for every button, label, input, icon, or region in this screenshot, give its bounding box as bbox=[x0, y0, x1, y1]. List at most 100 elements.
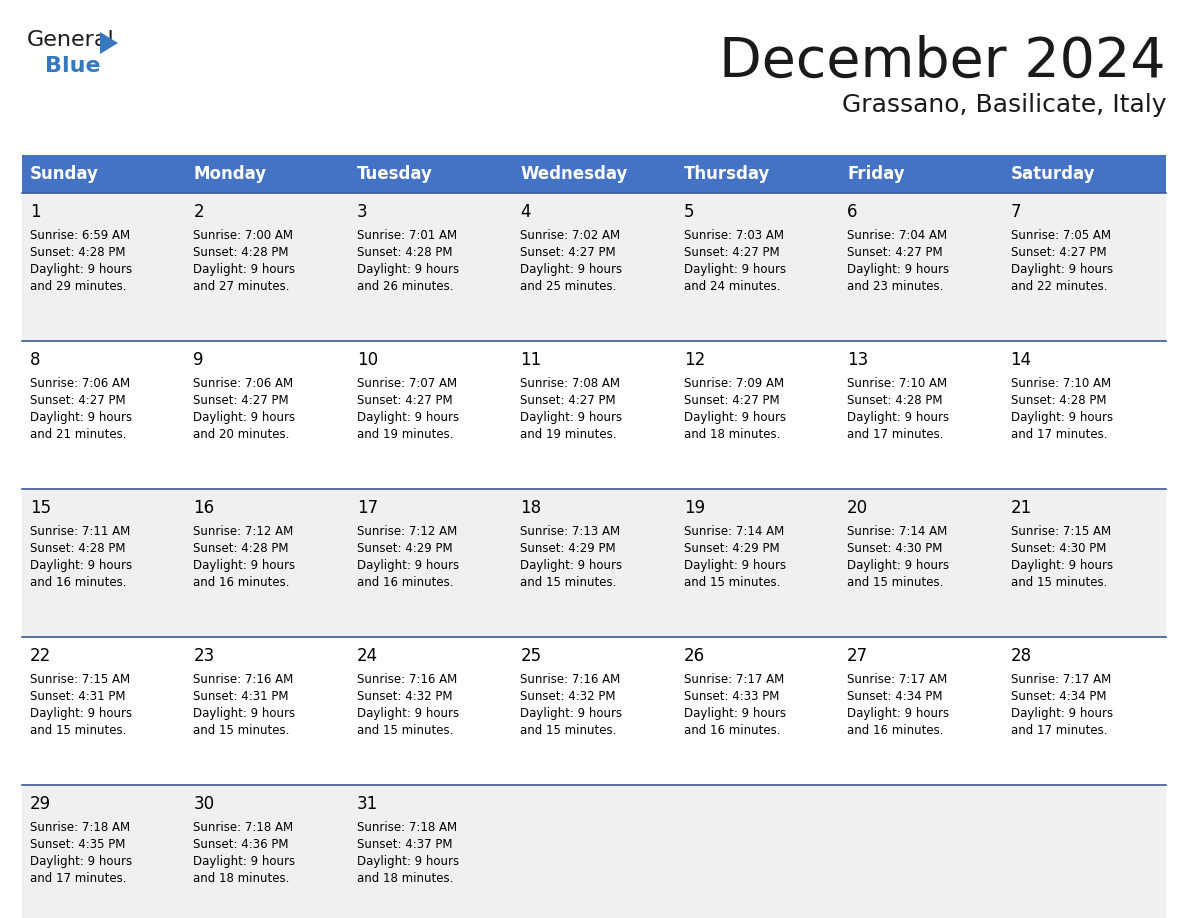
Text: Sunset: 4:32 PM: Sunset: 4:32 PM bbox=[520, 690, 615, 703]
Text: and 20 minutes.: and 20 minutes. bbox=[194, 428, 290, 441]
Text: Daylight: 9 hours: Daylight: 9 hours bbox=[684, 559, 785, 572]
Text: 7: 7 bbox=[1011, 203, 1020, 221]
Text: 28: 28 bbox=[1011, 647, 1031, 665]
Text: Daylight: 9 hours: Daylight: 9 hours bbox=[30, 411, 132, 424]
Text: 8: 8 bbox=[30, 351, 40, 369]
Text: Grassano, Basilicate, Italy: Grassano, Basilicate, Italy bbox=[841, 93, 1165, 117]
Text: and 17 minutes.: and 17 minutes. bbox=[847, 428, 943, 441]
Text: Daylight: 9 hours: Daylight: 9 hours bbox=[847, 707, 949, 720]
Text: Daylight: 9 hours: Daylight: 9 hours bbox=[684, 707, 785, 720]
Text: 25: 25 bbox=[520, 647, 542, 665]
Text: and 17 minutes.: and 17 minutes. bbox=[1011, 724, 1107, 737]
Bar bbox=[185, 155, 349, 193]
Text: 9: 9 bbox=[194, 351, 204, 369]
Text: Daylight: 9 hours: Daylight: 9 hours bbox=[684, 411, 785, 424]
Text: Sunset: 4:28 PM: Sunset: 4:28 PM bbox=[356, 246, 453, 259]
Text: and 15 minutes.: and 15 minutes. bbox=[520, 724, 617, 737]
Text: Daylight: 9 hours: Daylight: 9 hours bbox=[520, 263, 623, 276]
Text: and 18 minutes.: and 18 minutes. bbox=[194, 872, 290, 885]
Text: 17: 17 bbox=[356, 499, 378, 517]
Text: 31: 31 bbox=[356, 795, 378, 813]
Text: and 15 minutes.: and 15 minutes. bbox=[847, 576, 943, 589]
Text: Daylight: 9 hours: Daylight: 9 hours bbox=[520, 411, 623, 424]
Text: Sunset: 4:27 PM: Sunset: 4:27 PM bbox=[194, 394, 289, 407]
Text: Daylight: 9 hours: Daylight: 9 hours bbox=[520, 559, 623, 572]
Text: 2: 2 bbox=[194, 203, 204, 221]
Text: Daylight: 9 hours: Daylight: 9 hours bbox=[194, 707, 296, 720]
Text: and 17 minutes.: and 17 minutes. bbox=[30, 872, 126, 885]
Text: Daylight: 9 hours: Daylight: 9 hours bbox=[1011, 707, 1113, 720]
Text: Sunrise: 7:18 AM: Sunrise: 7:18 AM bbox=[30, 821, 131, 834]
Text: Sunset: 4:37 PM: Sunset: 4:37 PM bbox=[356, 838, 453, 851]
Text: Sunset: 4:27 PM: Sunset: 4:27 PM bbox=[1011, 246, 1106, 259]
Text: Sunrise: 7:16 AM: Sunrise: 7:16 AM bbox=[520, 673, 620, 686]
Text: Sunrise: 7:10 AM: Sunrise: 7:10 AM bbox=[847, 377, 947, 390]
Text: Thursday: Thursday bbox=[684, 165, 770, 183]
Text: 6: 6 bbox=[847, 203, 858, 221]
Text: Sunrise: 7:03 AM: Sunrise: 7:03 AM bbox=[684, 229, 784, 242]
Text: 26: 26 bbox=[684, 647, 704, 665]
Text: Sunrise: 7:02 AM: Sunrise: 7:02 AM bbox=[520, 229, 620, 242]
Text: Daylight: 9 hours: Daylight: 9 hours bbox=[194, 855, 296, 868]
Text: Sunset: 4:31 PM: Sunset: 4:31 PM bbox=[194, 690, 289, 703]
Text: Daylight: 9 hours: Daylight: 9 hours bbox=[1011, 263, 1113, 276]
Text: Saturday: Saturday bbox=[1011, 165, 1095, 183]
Text: Sunset: 4:27 PM: Sunset: 4:27 PM bbox=[847, 246, 943, 259]
Text: Sunset: 4:34 PM: Sunset: 4:34 PM bbox=[1011, 690, 1106, 703]
Bar bbox=[839, 155, 1003, 193]
Text: Sunset: 4:33 PM: Sunset: 4:33 PM bbox=[684, 690, 779, 703]
Text: Sunrise: 7:17 AM: Sunrise: 7:17 AM bbox=[847, 673, 947, 686]
Text: Sunrise: 7:14 AM: Sunrise: 7:14 AM bbox=[684, 525, 784, 538]
Text: and 15 minutes.: and 15 minutes. bbox=[684, 576, 781, 589]
Text: and 25 minutes.: and 25 minutes. bbox=[520, 280, 617, 293]
Text: and 15 minutes.: and 15 minutes. bbox=[1011, 576, 1107, 589]
Text: Sunset: 4:30 PM: Sunset: 4:30 PM bbox=[847, 542, 942, 555]
Text: and 19 minutes.: and 19 minutes. bbox=[520, 428, 617, 441]
Text: Sunset: 4:28 PM: Sunset: 4:28 PM bbox=[847, 394, 942, 407]
Text: 23: 23 bbox=[194, 647, 215, 665]
Text: Sunset: 4:29 PM: Sunset: 4:29 PM bbox=[520, 542, 615, 555]
Text: Sunrise: 7:15 AM: Sunrise: 7:15 AM bbox=[1011, 525, 1111, 538]
Bar bbox=[23, 193, 1165, 341]
Bar bbox=[23, 341, 1165, 489]
Bar bbox=[23, 155, 185, 193]
Text: 24: 24 bbox=[356, 647, 378, 665]
Text: and 22 minutes.: and 22 minutes. bbox=[1011, 280, 1107, 293]
Bar bbox=[676, 155, 839, 193]
Polygon shape bbox=[100, 32, 118, 54]
Text: Sunrise: 7:00 AM: Sunrise: 7:00 AM bbox=[194, 229, 293, 242]
Text: Daylight: 9 hours: Daylight: 9 hours bbox=[847, 263, 949, 276]
Text: and 15 minutes.: and 15 minutes. bbox=[356, 724, 454, 737]
Text: and 16 minutes.: and 16 minutes. bbox=[847, 724, 943, 737]
Text: Sunrise: 7:10 AM: Sunrise: 7:10 AM bbox=[1011, 377, 1111, 390]
Text: Sunrise: 6:59 AM: Sunrise: 6:59 AM bbox=[30, 229, 131, 242]
Text: 20: 20 bbox=[847, 499, 868, 517]
Text: Sunrise: 7:07 AM: Sunrise: 7:07 AM bbox=[356, 377, 457, 390]
Text: and 16 minutes.: and 16 minutes. bbox=[356, 576, 454, 589]
Text: Sunrise: 7:16 AM: Sunrise: 7:16 AM bbox=[194, 673, 293, 686]
Text: Sunrise: 7:12 AM: Sunrise: 7:12 AM bbox=[194, 525, 293, 538]
Text: Sunset: 4:28 PM: Sunset: 4:28 PM bbox=[1011, 394, 1106, 407]
Bar bbox=[349, 155, 512, 193]
Text: Sunday: Sunday bbox=[30, 165, 99, 183]
Text: Sunrise: 7:08 AM: Sunrise: 7:08 AM bbox=[520, 377, 620, 390]
Text: Sunset: 4:27 PM: Sunset: 4:27 PM bbox=[684, 246, 779, 259]
Text: Sunset: 4:27 PM: Sunset: 4:27 PM bbox=[684, 394, 779, 407]
Bar bbox=[1003, 155, 1165, 193]
Text: Sunset: 4:29 PM: Sunset: 4:29 PM bbox=[356, 542, 453, 555]
Text: 11: 11 bbox=[520, 351, 542, 369]
Text: and 17 minutes.: and 17 minutes. bbox=[1011, 428, 1107, 441]
Text: Sunset: 4:30 PM: Sunset: 4:30 PM bbox=[1011, 542, 1106, 555]
Text: Sunset: 4:34 PM: Sunset: 4:34 PM bbox=[847, 690, 942, 703]
Text: Sunset: 4:36 PM: Sunset: 4:36 PM bbox=[194, 838, 289, 851]
Text: Sunset: 4:31 PM: Sunset: 4:31 PM bbox=[30, 690, 126, 703]
Bar bbox=[23, 785, 1165, 918]
Text: 3: 3 bbox=[356, 203, 367, 221]
Text: 14: 14 bbox=[1011, 351, 1031, 369]
Text: Daylight: 9 hours: Daylight: 9 hours bbox=[30, 855, 132, 868]
Text: Sunset: 4:27 PM: Sunset: 4:27 PM bbox=[356, 394, 453, 407]
Text: 29: 29 bbox=[30, 795, 51, 813]
Text: Daylight: 9 hours: Daylight: 9 hours bbox=[194, 559, 296, 572]
Text: Friday: Friday bbox=[847, 165, 905, 183]
Text: Sunrise: 7:01 AM: Sunrise: 7:01 AM bbox=[356, 229, 457, 242]
